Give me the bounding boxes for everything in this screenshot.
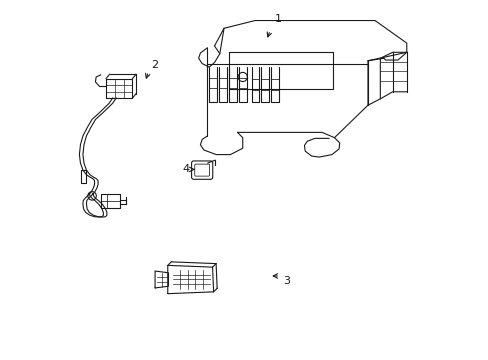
Text: 2: 2 [151,60,158,70]
Text: 1: 1 [274,14,281,24]
Text: 3: 3 [283,275,290,285]
Text: 4: 4 [183,165,189,174]
FancyBboxPatch shape [191,161,212,179]
FancyBboxPatch shape [194,164,209,176]
